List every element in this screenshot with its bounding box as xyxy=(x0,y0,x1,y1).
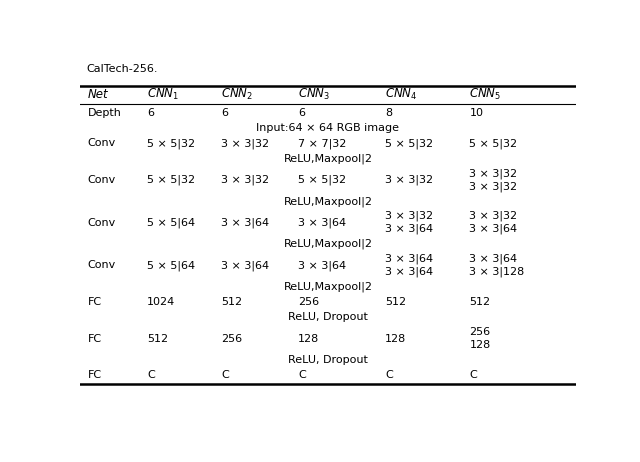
Text: $CNN_5$: $CNN_5$ xyxy=(469,87,502,103)
Text: Input:64 × 64 RGB image: Input:64 × 64 RGB image xyxy=(257,123,399,133)
Text: $CNN_1$: $CNN_1$ xyxy=(147,87,179,103)
Text: 3 × 3|64: 3 × 3|64 xyxy=(469,254,518,264)
Text: 6: 6 xyxy=(221,108,228,118)
Text: ReLU,Maxpool|2: ReLU,Maxpool|2 xyxy=(284,281,372,292)
Text: FC: FC xyxy=(88,334,102,344)
Text: 128: 128 xyxy=(298,334,319,344)
Text: Net: Net xyxy=(88,88,108,102)
Text: 256: 256 xyxy=(298,297,319,307)
Text: 3 × 3|64: 3 × 3|64 xyxy=(221,260,269,271)
Text: C: C xyxy=(298,370,306,380)
Text: ReLU,Maxpool|2: ReLU,Maxpool|2 xyxy=(284,196,372,207)
Text: 256: 256 xyxy=(221,334,243,344)
Text: 3 × 3|64: 3 × 3|64 xyxy=(385,254,433,264)
Text: 256: 256 xyxy=(469,327,490,337)
Text: Conv: Conv xyxy=(88,138,116,148)
Text: 3 × 3|64: 3 × 3|64 xyxy=(385,267,433,277)
Text: ReLU, Dropout: ReLU, Dropout xyxy=(288,355,368,365)
Text: ReLU,Maxpool|2: ReLU,Maxpool|2 xyxy=(284,153,372,164)
Text: 3 × 3|64: 3 × 3|64 xyxy=(221,218,269,228)
Text: CalTech-256.: CalTech-256. xyxy=(86,64,157,74)
Text: 6: 6 xyxy=(147,108,154,118)
Text: 7 × 7|32: 7 × 7|32 xyxy=(298,138,347,149)
Text: 3 × 3|32: 3 × 3|32 xyxy=(469,211,518,221)
Text: 512: 512 xyxy=(221,297,243,307)
Text: 1024: 1024 xyxy=(147,297,175,307)
Text: FC: FC xyxy=(88,297,102,307)
Text: 8: 8 xyxy=(385,108,392,118)
Text: 512: 512 xyxy=(385,297,406,307)
Text: 5 × 5|32: 5 × 5|32 xyxy=(469,138,518,149)
Text: $CNN_4$: $CNN_4$ xyxy=(385,87,417,103)
Text: 6: 6 xyxy=(298,108,305,118)
Text: C: C xyxy=(147,370,155,380)
Text: ReLU,Maxpool|2: ReLU,Maxpool|2 xyxy=(284,239,372,249)
Text: 3 × 3|32: 3 × 3|32 xyxy=(385,211,433,221)
Text: Conv: Conv xyxy=(88,175,116,185)
Text: 512: 512 xyxy=(469,297,490,307)
Text: 3 × 3|64: 3 × 3|64 xyxy=(298,218,346,228)
Text: 3 × 3|32: 3 × 3|32 xyxy=(469,168,518,179)
Text: ReLU, Dropout: ReLU, Dropout xyxy=(288,312,368,322)
Text: 128: 128 xyxy=(385,334,406,344)
Text: Conv: Conv xyxy=(88,260,116,270)
Text: 3 × 3|32: 3 × 3|32 xyxy=(221,138,269,149)
Text: 10: 10 xyxy=(469,108,483,118)
Text: Conv: Conv xyxy=(88,218,116,228)
Text: $CNN_3$: $CNN_3$ xyxy=(298,87,330,103)
Text: 3 × 3|32: 3 × 3|32 xyxy=(221,175,269,185)
Text: 3 × 3|128: 3 × 3|128 xyxy=(469,267,525,277)
Text: 3 × 3|64: 3 × 3|64 xyxy=(298,260,346,271)
Text: 5 × 5|32: 5 × 5|32 xyxy=(298,175,346,185)
Text: C: C xyxy=(221,370,229,380)
Text: 5 × 5|32: 5 × 5|32 xyxy=(147,138,195,149)
Text: 3 × 3|32: 3 × 3|32 xyxy=(469,181,518,192)
Text: 128: 128 xyxy=(469,340,491,350)
Text: 5 × 5|64: 5 × 5|64 xyxy=(147,218,195,228)
Text: 3 × 3|64: 3 × 3|64 xyxy=(469,224,518,234)
Text: $CNN_2$: $CNN_2$ xyxy=(221,87,253,103)
Text: 3 × 3|64: 3 × 3|64 xyxy=(385,224,433,234)
Text: 512: 512 xyxy=(147,334,168,344)
Text: C: C xyxy=(469,370,477,380)
Text: 5 × 5|32: 5 × 5|32 xyxy=(147,175,195,185)
Text: 5 × 5|64: 5 × 5|64 xyxy=(147,260,195,271)
Text: C: C xyxy=(385,370,393,380)
Text: 5 × 5|32: 5 × 5|32 xyxy=(385,138,433,149)
Text: Depth: Depth xyxy=(88,108,122,118)
Text: FC: FC xyxy=(88,370,102,380)
Text: 3 × 3|32: 3 × 3|32 xyxy=(385,175,433,185)
